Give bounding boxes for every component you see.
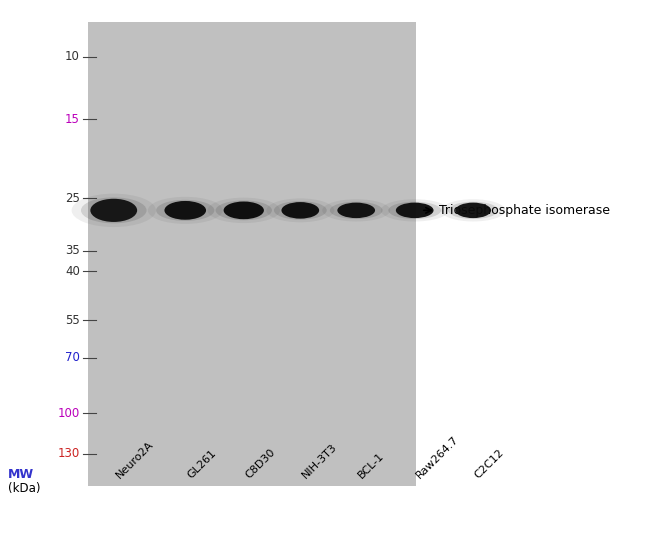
Text: 130: 130 [57, 447, 80, 460]
Text: C8D30: C8D30 [244, 447, 278, 481]
Text: 55: 55 [65, 314, 80, 327]
Ellipse shape [281, 202, 319, 219]
Ellipse shape [266, 198, 334, 222]
Text: 15: 15 [65, 113, 80, 126]
Text: BCL-1: BCL-1 [356, 451, 386, 481]
Text: Neuro2A: Neuro2A [114, 439, 155, 481]
Text: 25: 25 [65, 192, 80, 205]
Ellipse shape [455, 203, 491, 218]
Ellipse shape [396, 203, 434, 218]
Ellipse shape [381, 199, 448, 221]
Bar [88, 22, 416, 486]
Text: (kDa): (kDa) [8, 482, 40, 495]
Text: Raw264.7: Raw264.7 [415, 434, 461, 481]
Ellipse shape [81, 198, 146, 224]
Ellipse shape [388, 201, 441, 219]
Text: NIH-3T3: NIH-3T3 [300, 442, 339, 481]
Ellipse shape [216, 200, 272, 220]
Text: 10: 10 [65, 50, 80, 63]
Ellipse shape [156, 200, 214, 221]
Ellipse shape [448, 201, 498, 219]
Ellipse shape [72, 194, 156, 227]
Ellipse shape [207, 198, 280, 223]
Ellipse shape [274, 201, 327, 220]
Ellipse shape [90, 199, 137, 222]
Ellipse shape [164, 201, 206, 220]
Ellipse shape [322, 199, 390, 221]
Ellipse shape [441, 199, 506, 221]
Text: 100: 100 [57, 406, 80, 420]
Ellipse shape [337, 203, 375, 218]
Text: 35: 35 [65, 244, 80, 257]
Text: 70: 70 [65, 351, 80, 364]
Text: Triosephosphate isomerase: Triosephosphate isomerase [439, 204, 610, 217]
Text: GL261: GL261 [185, 448, 218, 481]
Text: C2C12: C2C12 [473, 448, 506, 481]
Text: 40: 40 [65, 265, 80, 278]
Text: MW: MW [8, 468, 34, 481]
Ellipse shape [148, 197, 223, 224]
Ellipse shape [224, 201, 264, 219]
Ellipse shape [330, 201, 383, 219]
